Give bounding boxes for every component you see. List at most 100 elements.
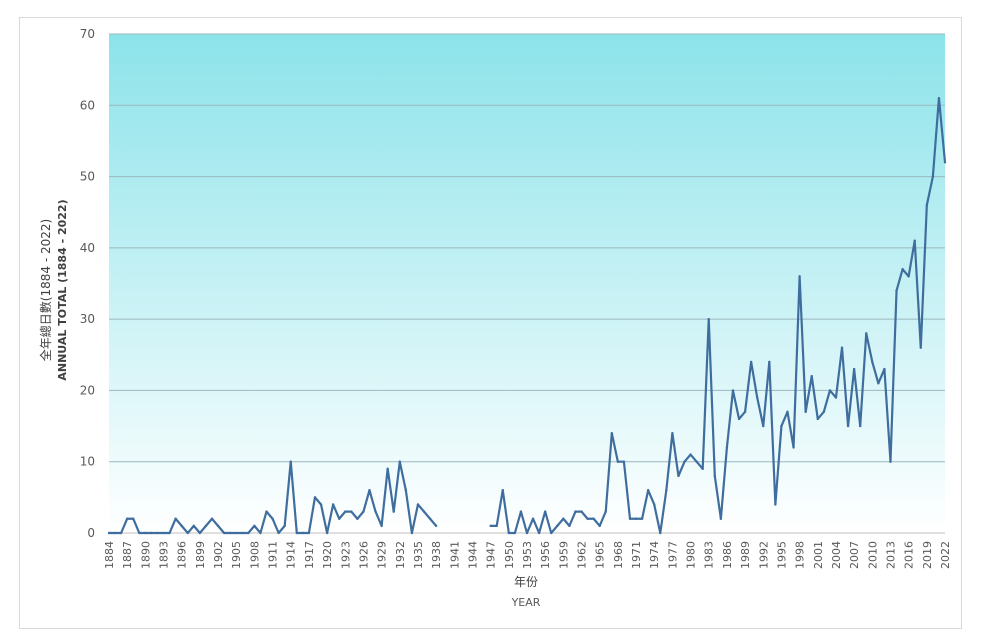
data-point-1961 xyxy=(574,510,577,513)
data-point-2000 xyxy=(810,374,813,378)
data-point-1900 xyxy=(204,524,208,528)
x-tick-label: 1893 xyxy=(158,541,171,569)
x-tick-label: 1965 xyxy=(594,541,607,569)
x-tick-label: 1902 xyxy=(212,541,225,569)
data-point-1885 xyxy=(113,531,117,535)
x-tick-label: 1953 xyxy=(521,541,534,569)
x-tick-label: 1980 xyxy=(685,541,698,569)
y-tick-label: 60 xyxy=(80,98,95,112)
data-point-2004 xyxy=(834,396,838,399)
data-point-1993 xyxy=(768,360,771,364)
data-point-1916 xyxy=(301,531,305,535)
data-point-1909 xyxy=(259,531,262,535)
data-point-2009 xyxy=(865,332,868,335)
data-point-1968 xyxy=(616,460,620,463)
data-point-1994 xyxy=(774,503,777,506)
y-tick-label: 70 xyxy=(80,27,95,41)
data-point-1903 xyxy=(222,531,226,535)
x-tick-label: 1974 xyxy=(648,541,661,569)
data-point-1982 xyxy=(701,467,704,471)
data-point-1925 xyxy=(356,517,359,520)
x-tick-label: 1992 xyxy=(757,541,770,569)
x-tick-label: 1908 xyxy=(248,541,261,569)
data-point-1965 xyxy=(598,524,601,528)
x-tick-label: 2013 xyxy=(884,541,897,569)
data-point-2021 xyxy=(937,96,941,100)
x-tick-label: 1983 xyxy=(703,541,716,569)
data-point-1892 xyxy=(156,531,159,535)
data-point-1963 xyxy=(586,517,589,520)
data-point-1929 xyxy=(380,524,383,528)
x-tick-label: 1998 xyxy=(794,541,807,569)
x-tick-label: 1971 xyxy=(630,541,643,569)
data-point-1999 xyxy=(804,410,807,414)
x-tick-label: 2001 xyxy=(812,541,825,569)
data-point-1913 xyxy=(283,524,286,528)
x-tick-label: 1917 xyxy=(303,541,316,569)
y-tick-label: 20 xyxy=(80,383,95,397)
x-tick-label: 1920 xyxy=(321,541,334,569)
data-point-1884 xyxy=(107,531,111,535)
data-point-1910 xyxy=(265,510,268,513)
data-point-1980 xyxy=(689,453,692,456)
x-tick-label: 1887 xyxy=(121,541,134,569)
x-tick-label: 1911 xyxy=(267,541,280,569)
x-tick-label: 1929 xyxy=(376,541,389,569)
data-point-2007 xyxy=(852,367,856,371)
data-point-1936 xyxy=(422,510,426,513)
data-point-1923 xyxy=(344,510,347,513)
y-tick-label: 10 xyxy=(80,455,95,469)
data-point-2002 xyxy=(822,410,826,414)
x-tick-label: 1935 xyxy=(412,541,425,569)
data-point-1952 xyxy=(519,510,523,513)
data-point-1951 xyxy=(513,531,517,535)
data-point-1978 xyxy=(677,474,680,478)
data-point-1891 xyxy=(150,531,153,535)
data-point-1974 xyxy=(653,503,656,506)
y-axis-label-chinese: 全年總日數(1884 - 2022) xyxy=(38,219,53,361)
data-point-1934 xyxy=(410,531,414,535)
data-point-1969 xyxy=(622,460,626,463)
data-point-1922 xyxy=(338,517,341,520)
y-tick-label: 0 xyxy=(87,526,95,540)
data-point-1996 xyxy=(786,410,789,414)
data-point-1967 xyxy=(610,432,614,435)
data-point-1947 xyxy=(489,524,492,528)
data-point-2005 xyxy=(840,346,844,349)
x-tick-label: 1899 xyxy=(194,541,207,569)
x-tick-label: 1896 xyxy=(176,541,189,569)
data-point-1977 xyxy=(671,432,674,435)
series-line-group xyxy=(107,96,947,535)
data-point-1976 xyxy=(665,489,668,492)
data-point-1894 xyxy=(168,531,171,535)
data-point-2014 xyxy=(895,289,898,292)
data-point-1995 xyxy=(780,424,783,428)
data-point-1992 xyxy=(762,424,765,428)
data-point-1998 xyxy=(798,275,801,278)
x-tick-label: 2016 xyxy=(903,541,916,569)
data-point-1889 xyxy=(138,531,141,535)
data-point-2017 xyxy=(913,239,916,242)
data-point-1928 xyxy=(374,510,377,513)
x-axis-label-english: YEAR xyxy=(511,596,541,609)
data-point-2006 xyxy=(846,424,850,428)
data-point-1897 xyxy=(186,531,189,535)
data-point-1950 xyxy=(507,531,511,535)
x-tick-label: 1941 xyxy=(448,541,461,569)
plot-area-background xyxy=(109,34,945,533)
data-point-1933 xyxy=(404,489,408,492)
data-point-1955 xyxy=(537,531,541,535)
data-point-1902 xyxy=(216,524,220,528)
data-point-1926 xyxy=(362,510,365,513)
x-tick-label: 1938 xyxy=(430,541,443,569)
data-point-1983 xyxy=(707,317,710,321)
x-tick-label: 1977 xyxy=(666,541,679,569)
x-tick-label: 1884 xyxy=(103,541,116,569)
data-point-2010 xyxy=(871,360,874,364)
data-point-1896 xyxy=(180,524,183,528)
x-tick-label: 2010 xyxy=(866,541,879,569)
y-axis-label-english: ANNUAL TOTAL (1884 - 2022) xyxy=(56,199,69,380)
x-tick-label: 1923 xyxy=(339,541,352,569)
chart-svg: 0 10 20 30 40 50 60 70 1884 1887 1890 1893 1896 1899… xyxy=(38,27,952,609)
data-point-2008 xyxy=(858,424,862,428)
